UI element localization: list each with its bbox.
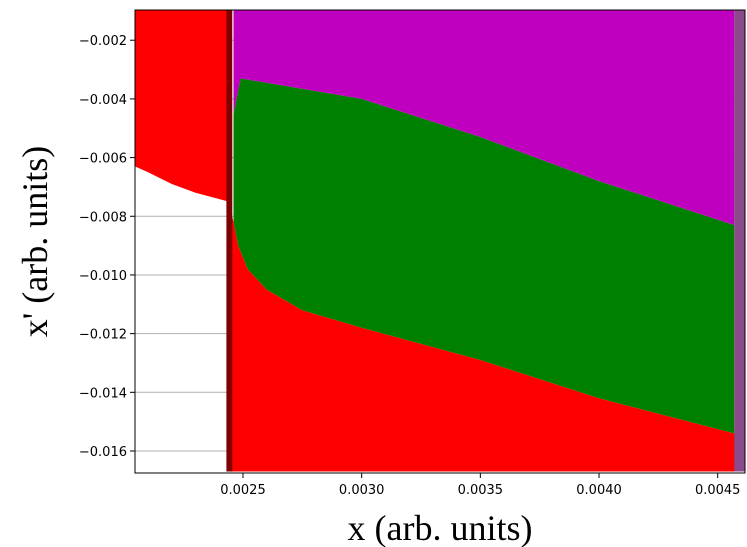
y-tick-label-0: −0.002 <box>79 34 127 49</box>
y-tick-label-2: −0.006 <box>79 152 127 167</box>
plot-frame <box>134 9 746 474</box>
region-green <box>233 78 735 434</box>
y-tick-label-1: −0.004 <box>79 93 127 108</box>
x-tick-label-3: 0.0040 <box>576 483 622 498</box>
x-tick-label-4: 0.0045 <box>695 483 741 498</box>
y-tick-label-7: −0.016 <box>79 445 127 460</box>
y-tick-label-3: −0.008 <box>79 210 127 225</box>
region-dark_red <box>226 10 233 472</box>
x-axis-label: x (arb. units) <box>348 508 533 547</box>
y-tick-label-4: −0.010 <box>79 269 127 284</box>
y-axis-label: x' (arb. units) <box>15 146 55 337</box>
data-regions <box>135 10 745 472</box>
x-tick-label-1: 0.0030 <box>339 483 385 498</box>
x-tick-label-2: 0.0035 <box>458 483 504 498</box>
y-tick-label-5: −0.012 <box>79 328 127 343</box>
x-tick-label-0: 0.0025 <box>220 483 266 498</box>
region-red <box>135 10 745 472</box>
axis-ticks: 0.0025 0.0030 0.0035 0.0040 0.0045 −0.002 −0.0… <box>79 34 741 498</box>
y-tick-label-6: −0.014 <box>79 386 127 401</box>
region-violet <box>734 10 745 472</box>
region-magenta <box>233 10 735 226</box>
